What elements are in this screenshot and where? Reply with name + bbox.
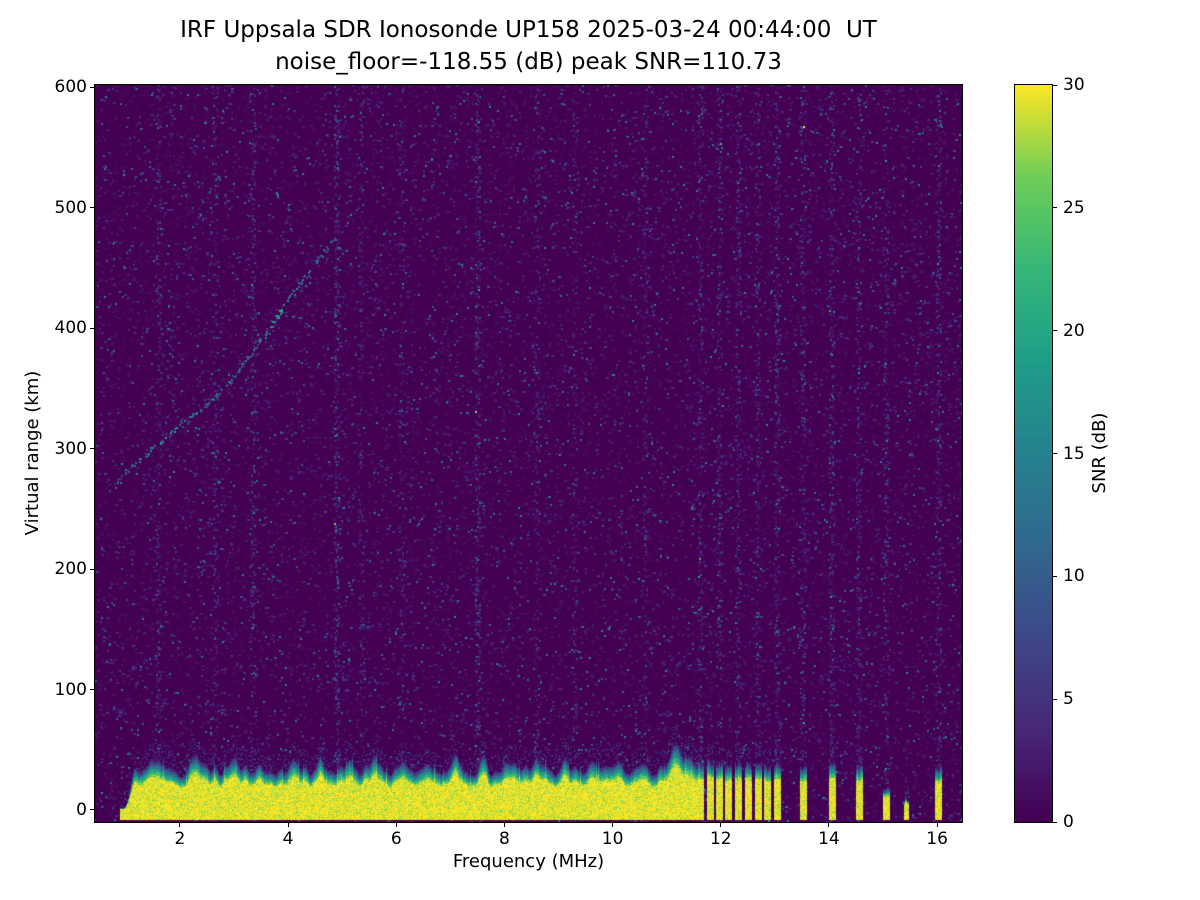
y-tick-label: 200 — [54, 559, 87, 580]
x-tick-mark — [936, 823, 938, 827]
chart-title: IRF Uppsala SDR Ionosonde UP158 2025-03-… — [180, 17, 877, 43]
x-tick-mark — [503, 823, 505, 827]
x-tick-label: 12 — [709, 829, 732, 849]
colorbar-gradient — [1015, 85, 1052, 822]
x-tick-label: 10 — [601, 829, 624, 849]
colorbar-tick-label: 30 — [1063, 75, 1085, 95]
colorbar-tick-mark — [1053, 453, 1057, 454]
x-tick-label: 16 — [926, 829, 948, 849]
colorbar-tick-mark — [1053, 821, 1057, 823]
y-tick-mark — [90, 86, 94, 88]
y-tick-mark — [90, 689, 94, 691]
colorbar — [1014, 84, 1053, 823]
colorbar-label: SNR (dB) — [1089, 412, 1110, 494]
y-tick-label: 400 — [54, 318, 87, 339]
x-tick-mark — [828, 823, 830, 827]
y-tick-label: 500 — [54, 197, 87, 218]
x-tick-mark — [395, 823, 397, 827]
colorbar-tick-mark — [1053, 207, 1057, 209]
colorbar-tick-label: 25 — [1063, 197, 1085, 218]
colorbar-tick-label: 0 — [1063, 812, 1074, 832]
plot-frame — [94, 84, 963, 823]
x-tick-label: 8 — [499, 829, 510, 849]
y-tick-label: 600 — [54, 77, 87, 98]
heatmap-plot-area — [95, 85, 962, 822]
colorbar-tick-mark — [1053, 698, 1057, 700]
y-tick-label: 100 — [54, 679, 87, 700]
x-tick-label: 6 — [390, 829, 402, 849]
colorbar-tick-mark — [1053, 84, 1057, 86]
y-axis-label: Virtual range (km) — [22, 370, 43, 536]
y-tick-label: 0 — [76, 799, 87, 820]
y-tick-mark — [90, 568, 94, 570]
colorbar-tick-label: 20 — [1063, 320, 1085, 341]
x-tick-label: 14 — [818, 829, 840, 849]
x-tick-label: 4 — [282, 829, 294, 849]
colorbar-tick-label: 10 — [1063, 566, 1085, 587]
colorbar-tick-mark — [1053, 575, 1057, 577]
colorbar-tick-label: 15 — [1063, 443, 1085, 464]
x-tick-mark — [287, 823, 289, 827]
y-tick-mark — [90, 448, 94, 450]
y-tick-label: 300 — [54, 438, 87, 459]
y-tick-mark — [90, 809, 94, 811]
y-tick-mark — [90, 327, 94, 329]
x-tick-mark — [612, 823, 614, 827]
x-tick-mark — [720, 823, 722, 827]
colorbar-tick-mark — [1053, 330, 1057, 332]
x-tick-mark — [179, 823, 181, 827]
x-tick-label: 2 — [174, 829, 186, 849]
colorbar-tick-label: 5 — [1063, 689, 1074, 710]
y-tick-mark — [90, 207, 94, 209]
chart-subtitle: noise_floor=-118.55 (dB) peak SNR=110.73 — [275, 49, 782, 75]
x-axis-label: Frequency (MHz) — [452, 851, 605, 872]
